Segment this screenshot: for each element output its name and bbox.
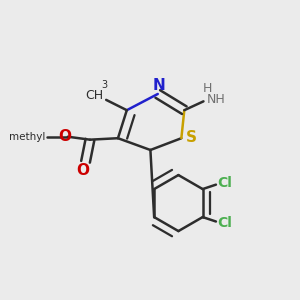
Text: N: N [153,78,165,93]
Text: Cl: Cl [218,216,232,230]
Text: Cl: Cl [218,176,232,190]
Text: H: H [203,82,213,95]
Text: S: S [186,130,197,145]
Text: O: O [58,129,71,144]
Text: NH: NH [206,93,225,106]
Text: 3: 3 [101,80,107,90]
Text: CH: CH [85,89,103,102]
Text: O: O [76,163,89,178]
Text: methyl: methyl [9,132,45,142]
